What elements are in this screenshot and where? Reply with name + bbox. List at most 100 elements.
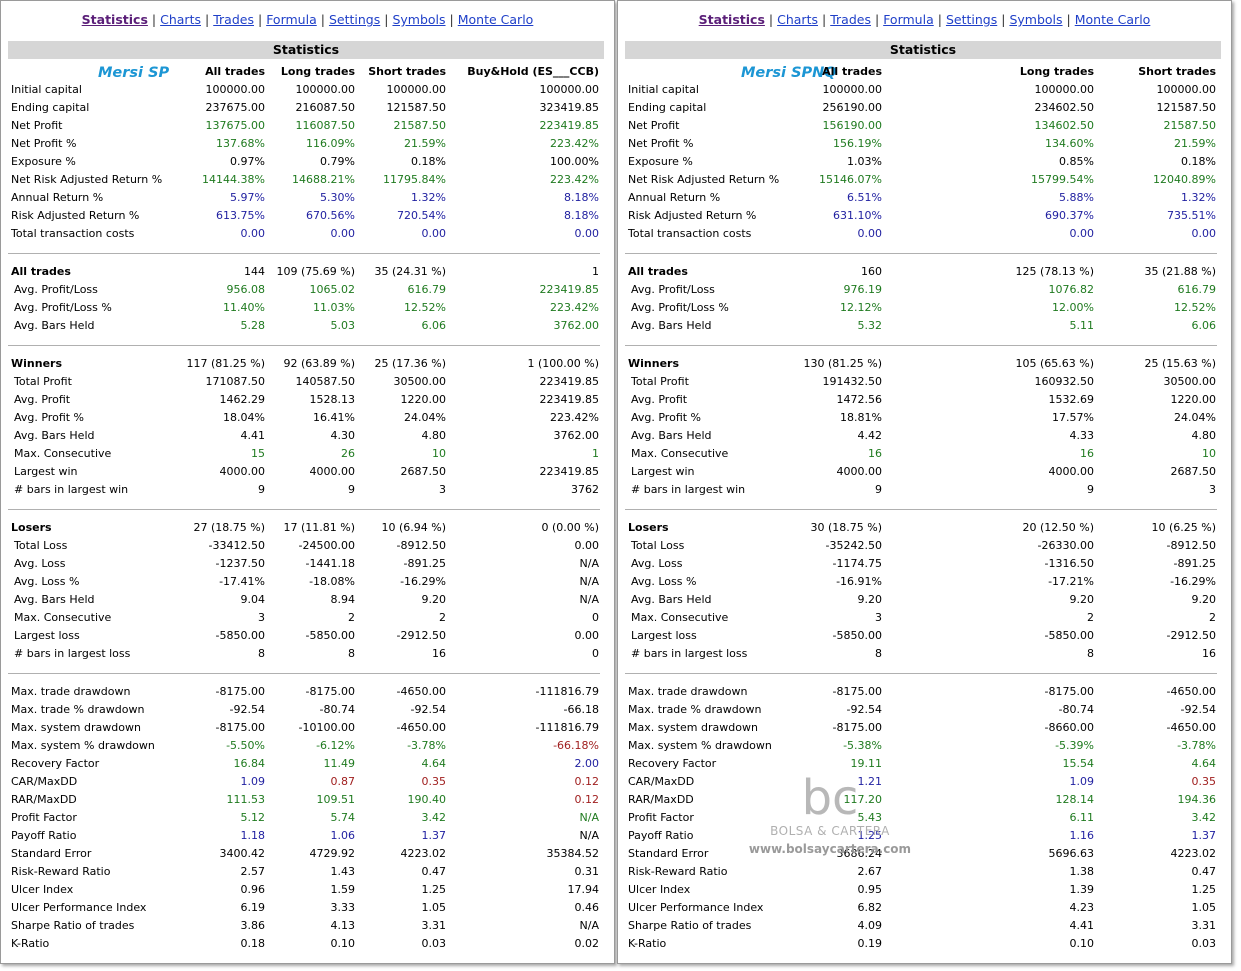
row-value: 0.47 — [1191, 865, 1217, 878]
row-value: -5850.00 — [305, 629, 355, 642]
table-row: K-Ratio 0.19 0.10 0.03 — [625, 935, 1221, 953]
row-value: 10 — [432, 447, 446, 460]
nav-link-statistics[interactable]: Statistics — [698, 12, 765, 27]
row-label: Avg. Bars Held — [14, 319, 95, 332]
table-row: Initial capital 100000.00 100000.00 100000.… — [625, 81, 1221, 99]
row-value: 12.00% — [1052, 301, 1094, 314]
nav-link-trades[interactable]: Trades — [213, 12, 254, 27]
table-row: Risk-Reward Ratio 2.57 1.43 0.47 0.31 — [8, 863, 604, 881]
table-row: Largest win 4000.00 4000.00 2687.50 223419.8… — [8, 463, 604, 481]
row-value: 24.04% — [1174, 411, 1216, 424]
row-value: 1220.00 — [1170, 393, 1217, 406]
nav-link-statistics[interactable]: Statistics — [81, 12, 148, 27]
row-value: 0.10 — [1069, 937, 1095, 950]
row-value: 3 — [439, 483, 446, 496]
table-row: Max. system % drawdown -5.50% -6.12% -3.78%… — [8, 737, 604, 755]
row-value: 613.75% — [216, 209, 265, 222]
row-value: 3.86 — [240, 919, 266, 932]
row-label: Sharpe Ratio of trades — [11, 919, 135, 932]
nav-link-formula[interactable]: Formula — [883, 12, 934, 27]
nav-link-settings[interactable]: Settings — [328, 12, 381, 27]
row-value: 5.03 — [330, 319, 356, 332]
row-value: 16 — [1202, 647, 1216, 660]
row-label: Avg. Bars Held — [14, 429, 95, 442]
row-value: -5.39% — [1055, 739, 1094, 752]
row-value: 117 (81.25 %) — [186, 357, 265, 370]
row-value: 3762 — [571, 483, 599, 496]
row-value: -891.25 — [403, 557, 446, 570]
row-value: 11.49 — [323, 757, 356, 770]
row-label: Total transaction costs — [628, 227, 752, 240]
row-label: Largest loss — [14, 629, 80, 642]
table-row: Avg. Loss -1174.75 -1316.50 -891.25 — [625, 555, 1221, 573]
table-row: RAR/MaxDD 117.20 128.14 194.36 — [625, 791, 1221, 809]
table-row: Avg. Profit % 18.04% 16.41% 24.04% 223.42% — [8, 409, 604, 427]
row-value: 16 — [868, 447, 882, 460]
row-value: N/A — [579, 811, 599, 824]
nav-link-symbols[interactable]: Symbols — [392, 12, 446, 27]
row-label: Avg. Profit/Loss — [631, 283, 715, 296]
row-value: 1.09 — [240, 775, 266, 788]
row-value: 0.00 — [240, 227, 266, 240]
section-divider — [625, 509, 1217, 510]
nav-link-monte-carlo[interactable]: Monte Carlo — [457, 12, 534, 27]
row-value: -5.38% — [843, 739, 882, 752]
row-value: 105 (65.63 %) — [1015, 357, 1094, 370]
row-value: 0.00 — [421, 227, 447, 240]
row-label: Avg. Loss — [631, 557, 683, 570]
row-value: 616.79 — [407, 283, 447, 296]
table-row: Total transaction costs 0.00 0.00 0.00 — [625, 225, 1221, 243]
row-value: 1.32% — [411, 191, 446, 204]
row-label: Ulcer Index — [11, 883, 74, 896]
row-value: 256190.00 — [822, 101, 883, 114]
nav-link-charts[interactable]: Charts — [160, 12, 201, 27]
table-row: Exposure % 0.97% 0.79% 0.18% 100.00% — [8, 153, 604, 171]
row-value: 15146.07% — [819, 173, 882, 186]
table-row: Max. Consecutive 3 2 2 0 — [8, 609, 604, 627]
nav-link-symbols[interactable]: Symbols — [1009, 12, 1063, 27]
table-header-row: Mersi SP All trades Long trades Short trade… — [8, 63, 604, 81]
row-value: 12.52% — [404, 301, 446, 314]
table-row: Net Risk Adjusted Return % 14144.38% 14688… — [8, 171, 604, 189]
row-label: Max. Consecutive — [631, 447, 729, 460]
table-row: Avg. Bars Held 4.42 4.33 4.80 — [625, 427, 1221, 445]
row-value: -4650.00 — [396, 721, 446, 734]
row-label: Recovery Factor — [628, 757, 717, 770]
row-value: -1237.50 — [215, 557, 265, 570]
row-value: -26330.00 — [1037, 539, 1094, 552]
nav-separator: | — [768, 12, 774, 27]
row-value: 1065.02 — [309, 283, 356, 296]
row-value: 16.84 — [233, 757, 266, 770]
table-row: Ulcer Performance Index 6.19 3.33 1.05 0.46 — [8, 899, 604, 917]
row-label: Avg. Loss — [14, 557, 66, 570]
row-value: 5.32 — [857, 319, 883, 332]
row-label: Winners — [628, 357, 679, 370]
row-value: 1.25 — [1191, 883, 1217, 896]
row-value: 3 — [875, 611, 882, 624]
nav-separator: | — [822, 12, 827, 27]
row-value: 0.00 — [574, 227, 600, 240]
row-value: 4223.02 — [400, 847, 447, 860]
row-label: Ulcer Performance Index — [628, 901, 764, 914]
row-label: Profit Factor — [11, 811, 77, 824]
row-value: -8912.50 — [1166, 539, 1216, 552]
nav-link-monte-carlo[interactable]: Monte Carlo — [1074, 12, 1151, 27]
nav-link-trades[interactable]: Trades — [830, 12, 871, 27]
section-divider — [8, 509, 600, 510]
row-label: Avg. Profit/Loss % — [631, 301, 729, 314]
row-value: 720.54% — [397, 209, 446, 222]
row-value: 140587.50 — [295, 375, 356, 388]
nav-link-charts[interactable]: Charts — [777, 12, 818, 27]
row-value: 4223.02 — [1170, 847, 1217, 860]
row-value: 0.35 — [421, 775, 447, 788]
row-value: 21587.50 — [1163, 119, 1217, 132]
row-value: 15 — [251, 447, 265, 460]
row-value: 116.09% — [306, 137, 355, 150]
row-value: 21.59% — [1174, 137, 1216, 150]
row-value: 223.42% — [550, 301, 599, 314]
row-value: 116087.50 — [295, 119, 356, 132]
row-value: -6.12% — [316, 739, 355, 752]
nav-link-settings[interactable]: Settings — [945, 12, 998, 27]
nav-link-formula[interactable]: Formula — [266, 12, 317, 27]
table-row: Ulcer Index 0.96 1.59 1.25 17.94 — [8, 881, 604, 899]
